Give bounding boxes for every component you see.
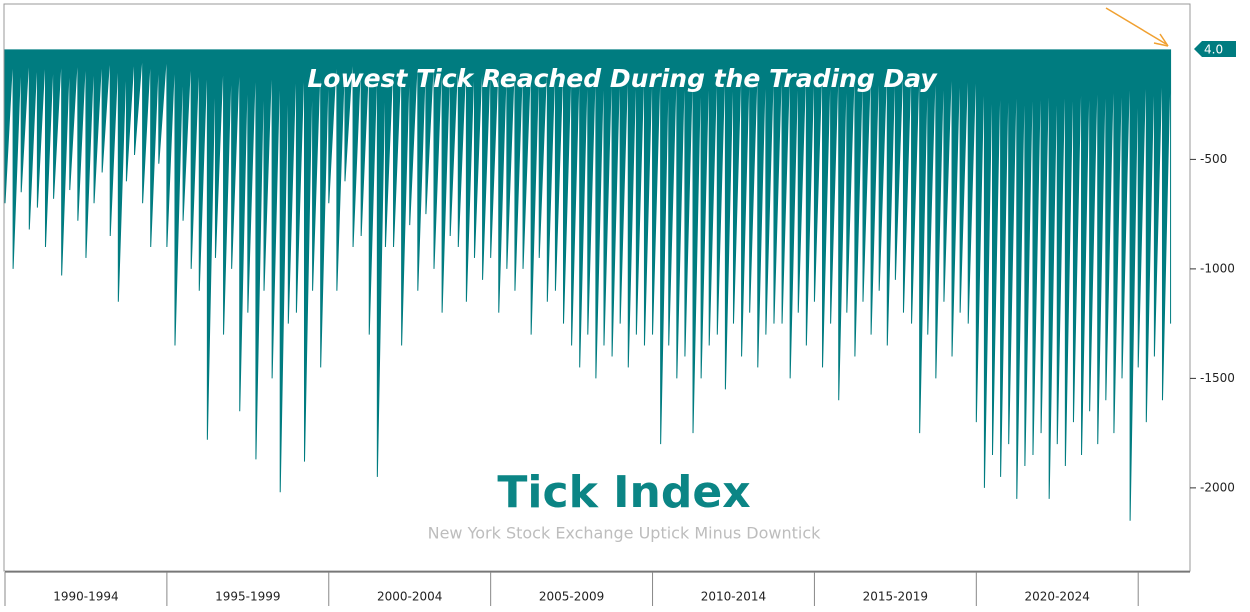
top-layer: -2000 -1500 -1000 -500 4.0 1990-1994 1995-1999… (4, 41, 1236, 606)
current-value-label: 4.0 (1204, 43, 1223, 57)
current-value-box (1194, 41, 1236, 58)
watermark-subtitle: New York Stock Exchange Uptick Minus Dow… (428, 524, 822, 543)
x-tick-label: 2010-2014 (701, 590, 766, 604)
watermark-title: Tick Index (497, 467, 750, 518)
arrow-head (1153, 33, 1169, 47)
x-tick-label: 2020-2024 (1025, 590, 1090, 604)
x-tick-label: 2000-2004 (377, 590, 442, 604)
x-tick-label: 1990-1994 (53, 590, 118, 604)
arrow-shaft (1105, 7, 1167, 45)
x-tick-label: 2015-2019 (863, 590, 928, 604)
y-tick-label: -1000 (1200, 261, 1235, 275)
x-tick-label: 2005-2009 (539, 590, 604, 604)
x-tick-label: 1995-1999 (215, 590, 280, 604)
area-layer (4, 49, 1172, 521)
y-tick-label: -2000 (1200, 480, 1235, 494)
y-tick-label: -500 (1200, 152, 1227, 166)
area (4, 49, 1172, 521)
y-tick-label: -1500 (1200, 371, 1235, 385)
chart-title: Lowest Tick Reached During the Trading D… (307, 64, 938, 93)
